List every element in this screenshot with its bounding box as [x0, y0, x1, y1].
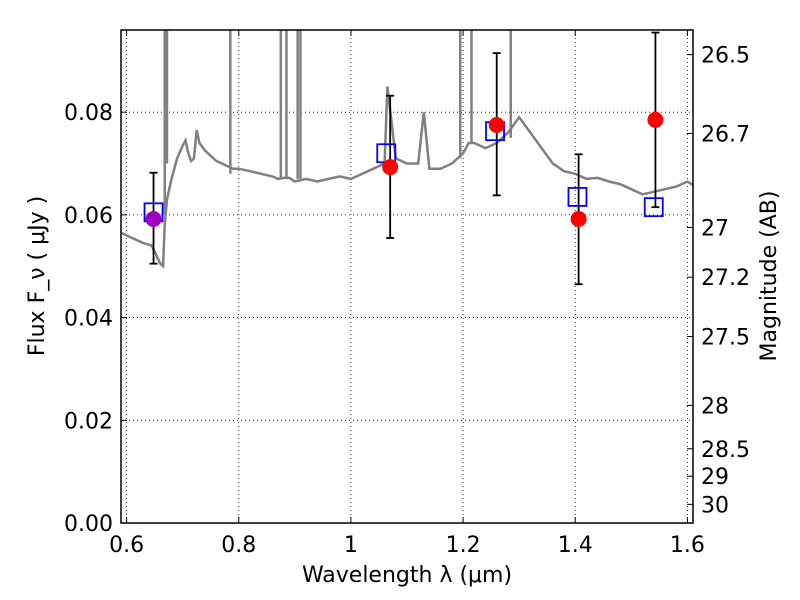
x-tick-label: 0.8 — [221, 533, 256, 558]
y2-tick-label: 26.5 — [701, 44, 750, 69]
x-axis: 0.6 0.8 1 1.2 1.4 1.6 — [109, 30, 705, 558]
y-tick-label: 0.02 — [64, 409, 113, 434]
y2-tick-label: 29 — [701, 465, 729, 490]
y2-tick-label: 28 — [701, 394, 729, 419]
plot-area — [121, 30, 693, 286]
x-tick-label: 1 — [344, 533, 358, 558]
y2-tick-label: 26.7 — [701, 122, 750, 147]
model-point-square — [567, 187, 588, 207]
plot-frame — [120, 29, 694, 524]
observed-point — [570, 210, 587, 227]
y2-tick-label: 27.2 — [701, 266, 750, 291]
y-axis-label: Flux F_ν ( μJy ) — [25, 196, 50, 356]
model-point-square — [643, 197, 664, 218]
x-tick-label: 1.2 — [446, 533, 481, 558]
observed-point — [145, 210, 162, 227]
observed-point — [382, 159, 399, 176]
y2-tick-label: 27 — [701, 216, 729, 241]
x-tick-label: 1.6 — [670, 533, 705, 558]
y2-tick-label: 27.5 — [701, 326, 750, 351]
model-sed-line — [121, 86, 693, 269]
grid-layer — [121, 30, 693, 523]
y-tick-label: 0.04 — [64, 307, 113, 332]
y2-axis: 26.5 26.7 27 27.2 27.5 28 28.529 30 — [687, 44, 750, 518]
y-tick-label: 0.00 — [64, 512, 113, 537]
y-axis: 0.00 0.02 0.04 0.06 0.08 — [64, 101, 127, 537]
y-tick-label: 0.06 — [64, 204, 113, 229]
x-tick-label: 0.6 — [109, 533, 144, 558]
y2-tick-label: 30 — [701, 493, 729, 518]
observed-point — [488, 117, 505, 134]
errorbar-layer — [149, 31, 660, 286]
x-tick-label: 1.4 — [558, 533, 593, 558]
observed-point — [647, 111, 664, 128]
x-axis-label: Wavelength λ (μm) — [302, 563, 512, 588]
emission-line-spikes — [163, 30, 512, 215]
y-tick-label: 0.08 — [64, 101, 113, 126]
y2-tick-label: 28.5 — [701, 438, 750, 463]
y2-axis-label: Magnitude (AB) — [757, 191, 782, 362]
marker-layer — [143, 111, 664, 227]
